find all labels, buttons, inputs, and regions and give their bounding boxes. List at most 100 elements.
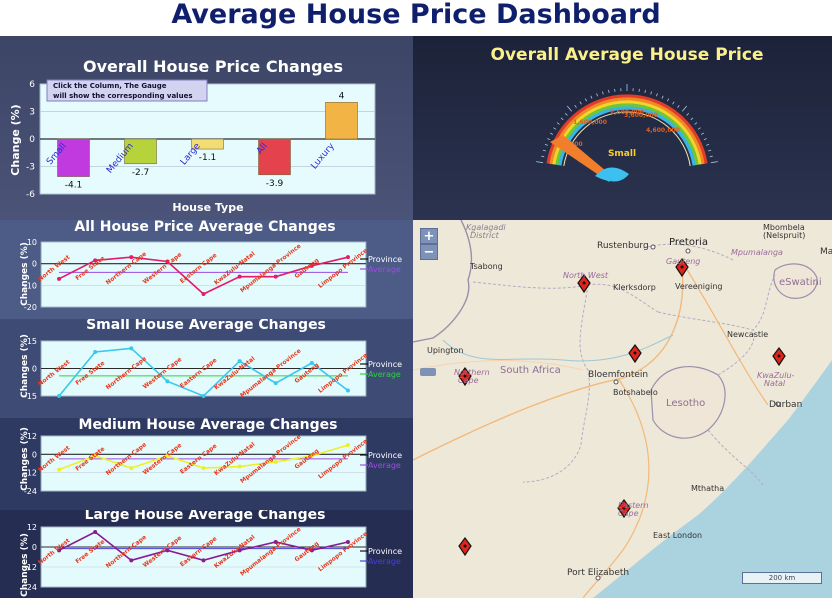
all-chart-title: All House Price Average Changes [74, 220, 335, 235]
province-point[interactable] [165, 379, 170, 384]
province-marker-icon[interactable] [628, 344, 642, 364]
province-point[interactable] [237, 274, 242, 279]
map-side-control[interactable] [420, 368, 436, 376]
map-label-port-elizabeth: Port Elizabeth [567, 568, 630, 578]
gauge-tick [677, 104, 680, 108]
map-scale-bar: 200 km [742, 572, 822, 584]
map-label-northern: Northern [454, 368, 490, 377]
map-label-pretoria: Pretoria [669, 237, 708, 248]
overall-y-tick-label: 3 [29, 108, 35, 118]
map-label-durban: Durban [769, 400, 803, 410]
gauge-tick [574, 104, 577, 108]
province-point[interactable] [57, 394, 62, 398]
bloemfontein-dot [613, 379, 619, 385]
province-point[interactable] [165, 548, 170, 553]
zoom-out-button[interactable]: − [420, 244, 438, 260]
overall-y-tick-label: 0 [29, 135, 35, 145]
y-tick-label: -15 [24, 392, 37, 401]
province-point[interactable] [93, 453, 98, 458]
map-label-upington: Upington [427, 346, 464, 355]
province-border-4 [717, 329, 755, 376]
all-house-changes-chart: All House Price Average Changes Changes … [20, 220, 402, 312]
province-point[interactable] [129, 466, 134, 471]
province-marker-icon[interactable] [675, 258, 689, 278]
bar-luxury[interactable] [325, 102, 358, 140]
province-point[interactable] [129, 255, 134, 260]
province-marker-icon[interactable] [617, 499, 631, 519]
province-point[interactable] [237, 548, 242, 553]
bar-medium[interactable] [124, 138, 157, 165]
gauge-tick [602, 91, 604, 95]
province-point[interactable] [237, 464, 242, 469]
gauge-tick [708, 149, 712, 152]
province-point[interactable] [93, 530, 98, 534]
province-point[interactable] [273, 381, 278, 386]
gauge-tick [596, 93, 598, 97]
bar-value-label: -3.9 [266, 179, 284, 189]
large-y-axis-label: Changes (%) [20, 533, 30, 597]
province-point[interactable] [93, 350, 98, 354]
y-tick-label: 0 [32, 450, 37, 459]
province-point[interactable] [165, 259, 170, 264]
province-point[interactable] [57, 467, 62, 472]
zoom-in-button[interactable]: + [420, 228, 438, 244]
province-marker-icon[interactable] [458, 537, 472, 557]
river-1 [442, 334, 674, 362]
province-point[interactable] [129, 558, 134, 563]
overall-tooltip: Click the Column, The Gauge will show th… [46, 79, 208, 102]
overall-changes-chart: Overall House Price Changes -4.1Small-2.… [9, 57, 376, 214]
province-border-2 [522, 284, 590, 483]
province-map[interactable]: Kgalagadi District Rustenburg Pretoria Mbomb… [413, 220, 832, 598]
province-point[interactable] [273, 540, 278, 544]
y-tick-label: -12 [24, 563, 37, 572]
province-point[interactable] [201, 292, 206, 296]
gauge-tick [697, 127, 701, 130]
gauge-selected-label: Small [608, 149, 636, 159]
province-point[interactable] [201, 394, 206, 398]
province-point[interactable] [93, 258, 98, 263]
province-marker-icon[interactable] [772, 347, 786, 367]
province-marker-icon[interactable] [458, 367, 472, 387]
y-tick-label: -20 [24, 303, 37, 312]
y-tick-label: 15 [27, 337, 37, 346]
eswatini-border [773, 263, 818, 299]
bar-large[interactable] [191, 138, 224, 150]
all-y-axis-label: Changes (%) [20, 242, 30, 306]
road-3 [680, 259, 769, 406]
province-point[interactable] [309, 453, 314, 458]
legend-average-label: Average [368, 265, 401, 274]
province-point[interactable] [273, 274, 278, 279]
province-point[interactable] [345, 443, 350, 448]
overall-x-axis-label: House Type [172, 201, 243, 214]
bar-value-label: -4.1 [65, 181, 83, 191]
province-point[interactable] [345, 388, 350, 393]
gauge-panel: Overall Average House Price 600,0001,600… [413, 36, 832, 220]
province-point[interactable] [309, 263, 314, 268]
bar-small[interactable] [57, 138, 90, 177]
gauge-hub-icon [595, 167, 629, 182]
durban-dot [775, 401, 781, 407]
legend-province-label: Province [368, 360, 402, 369]
province-point[interactable] [201, 466, 206, 471]
province-point[interactable] [57, 276, 62, 281]
province-point[interactable] [345, 540, 350, 544]
province-marker-icon[interactable] [577, 274, 591, 294]
province-point[interactable] [237, 359, 242, 364]
province-point[interactable] [201, 558, 206, 563]
province-point[interactable] [309, 361, 314, 365]
province-point[interactable] [165, 453, 170, 458]
road-4 [413, 360, 584, 371]
map-canvas[interactable] [413, 220, 832, 598]
port-elizabeth-dot [595, 575, 601, 581]
province-point[interactable] [57, 548, 62, 553]
map-label-gauteng: Gauteng [666, 257, 701, 266]
province-point[interactable] [273, 459, 278, 464]
bar-all[interactable] [258, 138, 291, 176]
province-point[interactable] [309, 548, 314, 553]
legend-province-label: Province [368, 547, 402, 556]
province-point[interactable] [345, 255, 350, 260]
legend-average-label: Average [368, 557, 401, 566]
province-point[interactable] [129, 346, 134, 351]
large-chart-title: Large House Average Changes [85, 510, 326, 523]
